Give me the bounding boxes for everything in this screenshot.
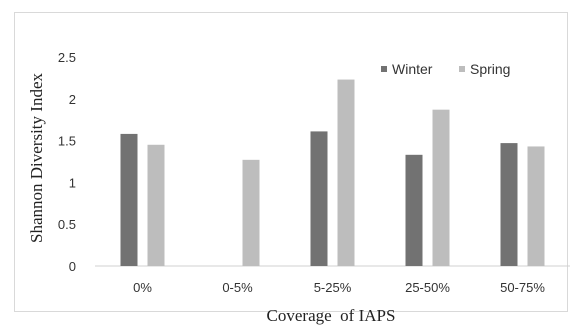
bar-winter-2	[310, 131, 328, 266]
legend: Winter Spring	[381, 61, 510, 77]
y-tick-label: 0.5	[58, 217, 76, 232]
y-axis-title: Shannon Diversity Index	[27, 73, 46, 243]
x-axis-ticks: 0% 0-5% 5-25% 25-50% 50-75%	[133, 280, 545, 295]
x-axis-title: Coverage of IAPS	[267, 306, 396, 325]
x-tick-label: 50-75%	[500, 280, 545, 295]
bar-spring-0	[147, 144, 165, 266]
x-tick-label: 5-25%	[314, 280, 352, 295]
y-tick-label: 1	[69, 175, 76, 190]
y-tick-label: 2.5	[58, 50, 76, 65]
bar-winter-4	[500, 143, 518, 266]
bar-spring-2	[337, 79, 355, 267]
legend-marker-spring	[459, 66, 465, 72]
bar-winter-0	[120, 133, 138, 266]
bar-spring-3	[432, 109, 450, 266]
bars	[120, 79, 545, 267]
y-axis-ticks: 0 0.5 1 1.5 2 2.5	[58, 50, 76, 274]
bar-spring-4	[527, 146, 545, 266]
x-tick-label: 25-50%	[405, 280, 450, 295]
x-tick-label: 0-5%	[222, 280, 253, 295]
x-tick-label: 0%	[133, 280, 152, 295]
chart-frame	[14, 12, 568, 312]
bar-winter-3	[405, 154, 423, 266]
legend-label-winter: Winter	[392, 61, 433, 77]
bar-spring-1	[242, 159, 260, 266]
legend-marker-winter	[381, 66, 387, 72]
y-tick-label: 1.5	[58, 134, 76, 149]
y-tick-label: 2	[69, 92, 76, 107]
y-tick-label: 0	[69, 259, 76, 274]
legend-label-spring: Spring	[470, 61, 510, 77]
